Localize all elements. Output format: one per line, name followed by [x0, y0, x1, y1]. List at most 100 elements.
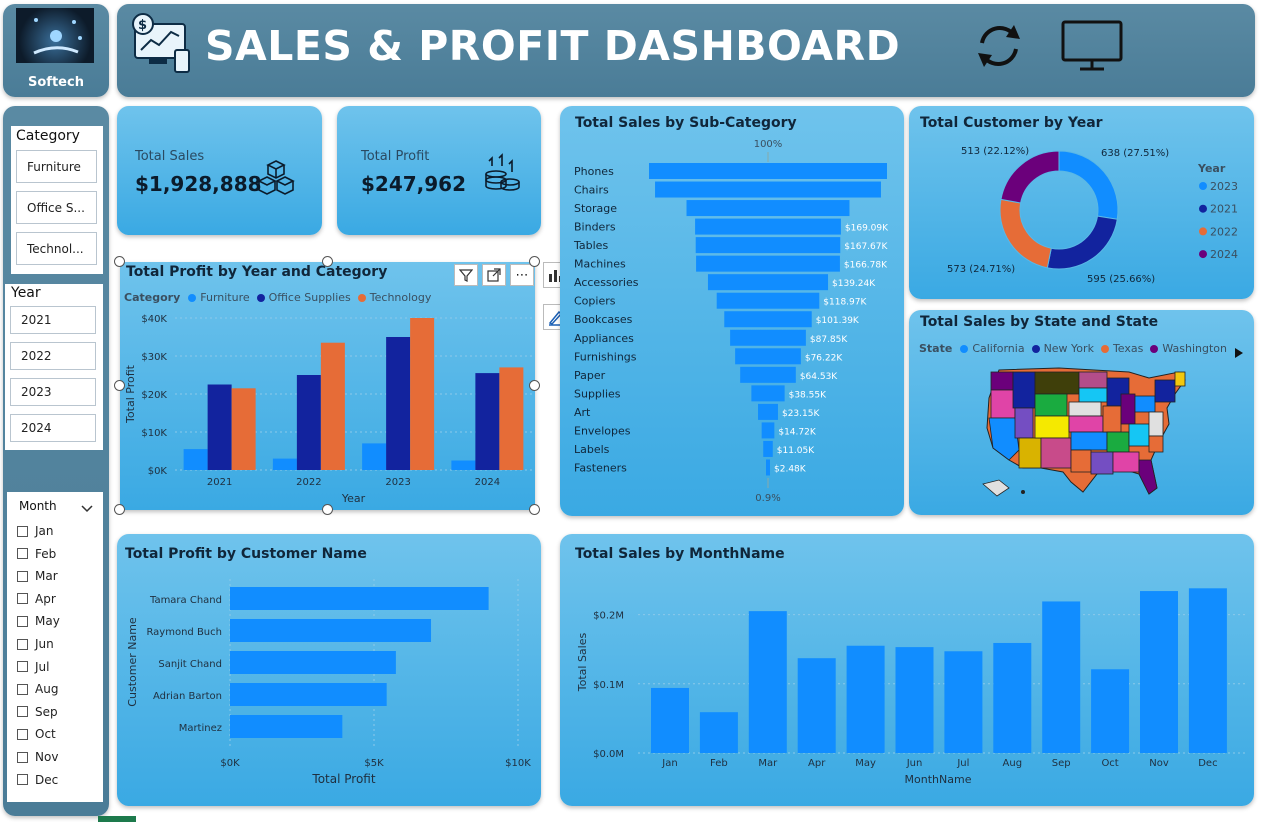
category-label: Bookcases: [574, 313, 633, 326]
x-axis-title: Total Profit: [311, 772, 375, 786]
resize-handle[interactable]: [529, 380, 540, 391]
chart-title: Total Profit by Customer Name: [125, 546, 367, 562]
month-label: Jan: [35, 524, 54, 538]
legend-title: Category: [124, 291, 181, 304]
slicer-item-2022[interactable]: 2022: [10, 342, 96, 370]
bar: [699, 712, 738, 753]
bar-technology: [231, 388, 256, 470]
bar: [230, 651, 396, 674]
profit-year-category-card[interactable]: Total Profit by Year and Category Catego…: [120, 262, 535, 510]
slicer-item-office-supplies[interactable]: Office S...: [16, 191, 97, 224]
slicer-item-2021[interactable]: 2021: [10, 306, 96, 334]
month-option-oct[interactable]: Oct: [17, 727, 56, 741]
data-label: $38.55K: [789, 390, 827, 400]
category-label: Furnishings: [574, 350, 637, 363]
month-option-may[interactable]: May: [17, 614, 60, 628]
checkbox[interactable]: [17, 615, 28, 627]
legend-label-washington: Washington: [1162, 342, 1227, 355]
slicer-item-technology[interactable]: Technol...: [16, 232, 97, 265]
funnel-top-label: 100%: [754, 139, 783, 150]
checkbox[interactable]: [17, 683, 28, 695]
more-options-icon[interactable]: ⋯: [510, 264, 534, 286]
resize-handle[interactable]: [114, 380, 125, 391]
month-option-jun[interactable]: Jun: [17, 637, 54, 651]
funnel-bar: [695, 218, 841, 235]
state-map-card[interactable]: Total Sales by State and State State Cal…: [909, 310, 1254, 515]
x-tick-label: Aug: [1003, 758, 1023, 769]
slicer-item-2024[interactable]: 2024: [10, 414, 96, 442]
legend-dot: [1199, 182, 1207, 190]
profit-customer-chart: $0K $5K $10K Tamara Chand Raymond Buch Sanjit…: [126, 579, 531, 786]
filter-icon[interactable]: [454, 264, 478, 286]
page-tab-indicator[interactable]: [98, 816, 136, 822]
bar-technology: [410, 318, 435, 470]
category-label: Appliances: [574, 332, 634, 345]
category-label: Supplies: [574, 387, 621, 400]
legend-dot-office: [256, 293, 265, 302]
month-option-apr[interactable]: Apr: [17, 592, 56, 606]
funnel-bar: [695, 237, 841, 254]
kpi-sales-value: $1,928,888: [135, 172, 262, 196]
month-option-jan[interactable]: Jan: [17, 524, 54, 538]
sales-subcategory-card[interactable]: Total Sales by Sub-Category 100% Phones Ch…: [560, 106, 904, 516]
month-option-feb[interactable]: Feb: [17, 547, 56, 561]
data-label: $87.85K: [810, 335, 848, 345]
category-label: Accessories: [574, 276, 639, 289]
resize-handle[interactable]: [529, 504, 540, 515]
resize-handle[interactable]: [322, 256, 333, 267]
funnel-bar: [696, 255, 840, 272]
monitor-icon[interactable]: [1060, 20, 1124, 76]
legend-dot-newyork: [1031, 344, 1040, 353]
focus-mode-icon[interactable]: [482, 264, 506, 286]
legend-next-icon[interactable]: [1235, 343, 1243, 362]
kpi-total-profit: Total Profit $247,962: [337, 106, 541, 235]
month-option-mar[interactable]: Mar: [17, 569, 58, 583]
refresh-icon[interactable]: [970, 21, 1028, 75]
resize-handle[interactable]: [114, 256, 125, 267]
visual-toolbar: ⋯: [454, 264, 534, 286]
month-option-aug[interactable]: Aug: [17, 682, 58, 696]
slicer-item-2023[interactable]: 2023: [10, 378, 96, 406]
checkbox[interactable]: [17, 525, 28, 537]
funnel-bar: [716, 292, 820, 309]
y-tick-label: $40K: [141, 314, 167, 325]
donut-slice-2021: [1046, 215, 1118, 270]
resize-handle[interactable]: [114, 504, 125, 515]
resize-handle[interactable]: [529, 256, 540, 267]
bar-office-supplies: [296, 375, 321, 470]
data-label: $166.78K: [844, 261, 888, 271]
slicer-item-furniture[interactable]: Furniture: [16, 150, 97, 183]
legend-label: 2023: [1210, 180, 1238, 193]
customer-year-card[interactable]: Total Customer by Year 638 (27.51%) 595 (…: [909, 106, 1254, 299]
page-title: SALES & PROFIT DASHBOARD: [205, 22, 901, 70]
checkbox[interactable]: [17, 728, 28, 740]
bar: [230, 619, 432, 642]
resize-handle[interactable]: [322, 504, 333, 515]
month-label: Sep: [35, 704, 58, 719]
checkbox[interactable]: [17, 661, 28, 673]
x-tick-label: Oct: [1101, 758, 1118, 769]
x-tick-label: Apr: [808, 758, 826, 769]
funnel-bar: [649, 163, 887, 179]
bar-furniture: [451, 460, 476, 470]
chevron-down-icon[interactable]: [81, 499, 93, 518]
checkbox[interactable]: [17, 751, 28, 763]
legend-label-newyork: New York: [1043, 342, 1094, 355]
month-option-jul[interactable]: Jul: [17, 660, 49, 674]
checkbox[interactable]: [17, 638, 28, 650]
checkbox[interactable]: [17, 774, 28, 786]
checkbox[interactable]: [17, 706, 28, 718]
checkbox[interactable]: [17, 548, 28, 560]
checkbox[interactable]: [17, 593, 28, 605]
bar: [1091, 669, 1130, 753]
month-option-nov[interactable]: Nov: [17, 750, 58, 764]
profit-customer-card[interactable]: Total Profit by Customer Name $0K $5K $10K…: [117, 534, 541, 806]
funnel-bar: [655, 181, 881, 198]
funnel-bar: [740, 366, 796, 383]
checkbox[interactable]: [17, 570, 28, 582]
month-option-sep[interactable]: Sep: [17, 705, 58, 719]
year-slicer-title: Year: [11, 285, 41, 301]
month-option-dec[interactable]: Dec: [17, 773, 58, 787]
bar: [895, 647, 934, 753]
sales-month-card[interactable]: Total Sales by MonthName $0.0M $0.1M $0.2M…: [560, 534, 1254, 806]
